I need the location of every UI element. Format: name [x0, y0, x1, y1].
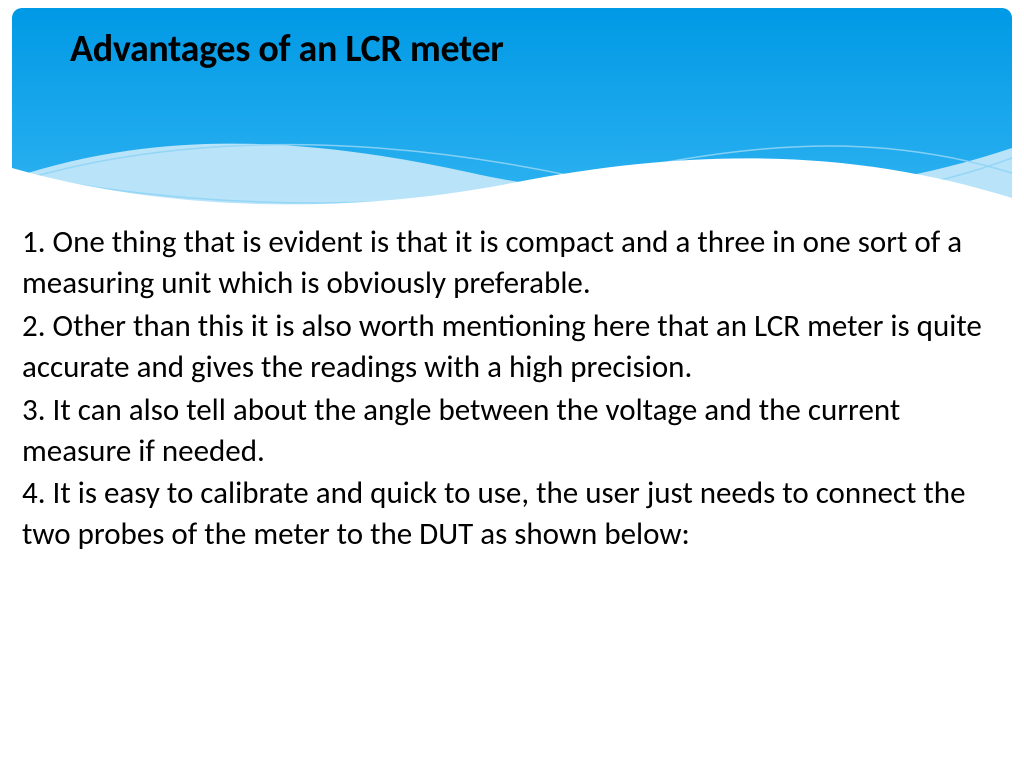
slide-title: Advantages of an LCR meter	[70, 26, 504, 72]
slide-body: 1. One thing that is evident is that it …	[22, 222, 1002, 557]
list-item: 4. It is easy to calibrate and quick to …	[22, 473, 1002, 555]
slide: Advantages of an LCR meter 1. One thing …	[0, 0, 1024, 768]
list-item: 2. Other than this it is also worth ment…	[22, 306, 1002, 388]
list-item: 1. One thing that is evident is that it …	[22, 222, 1002, 304]
list-item: 3. It can also tell about the angle betw…	[22, 390, 1002, 472]
